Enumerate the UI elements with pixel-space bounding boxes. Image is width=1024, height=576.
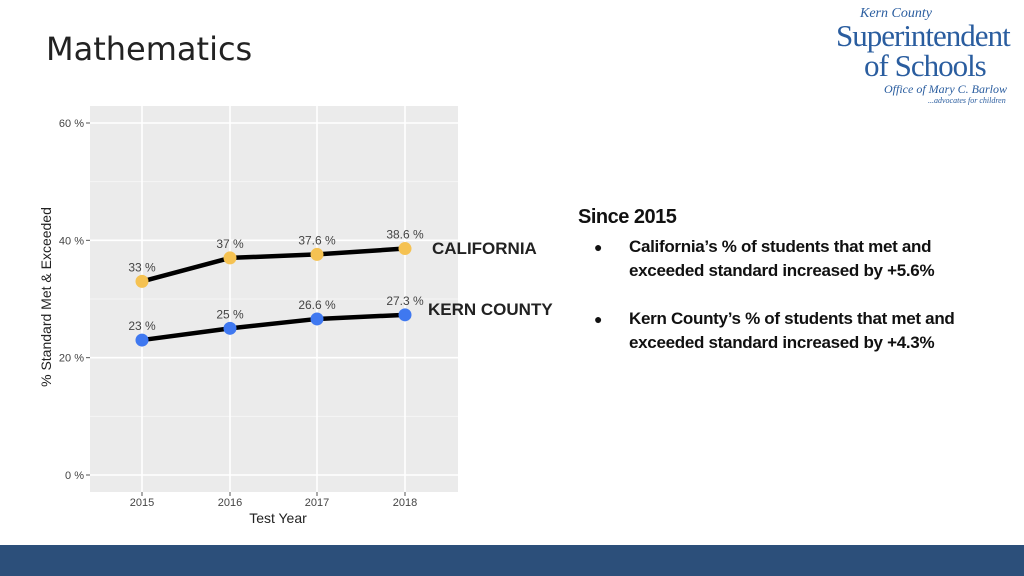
kcsos-logo: Kern County Superintendent of Schools Of… bbox=[836, 4, 1014, 108]
footer-bar bbox=[0, 545, 1024, 576]
data-label: 26.6 % bbox=[298, 298, 336, 312]
data-label: 37.6 % bbox=[298, 233, 336, 247]
data-point bbox=[223, 251, 237, 265]
note-text: Kern County’s % of students that met and… bbox=[629, 309, 955, 352]
logo-line-tagline: ...advocates for children bbox=[928, 96, 1006, 105]
data-label: 25 % bbox=[216, 307, 244, 321]
data-point bbox=[398, 308, 412, 322]
data-point bbox=[135, 274, 149, 288]
y-axis-label: % Standard Met & Exceeded bbox=[38, 207, 54, 387]
x-tick-label: 2016 bbox=[218, 497, 242, 509]
logo-line-of-schools: of Schools bbox=[864, 48, 987, 83]
data-point bbox=[398, 242, 412, 256]
series-label-kern-county: KERN COUNTY bbox=[428, 300, 553, 319]
data-label: 23 % bbox=[128, 319, 156, 333]
x-tick-label: 2015 bbox=[130, 497, 154, 509]
series-line-1 bbox=[141, 312, 406, 343]
list-item: ● Kern County’s % of students that met a… bbox=[578, 307, 1008, 355]
y-tick-label: 40 % bbox=[59, 235, 84, 247]
bullet-icon: ● bbox=[594, 311, 603, 327]
y-tick-label: 0 % bbox=[65, 470, 84, 482]
summary-notes: Since 2015 ● California’s % of students … bbox=[578, 206, 1008, 379]
page-title: Mathematics bbox=[46, 30, 253, 68]
y-tick-label: 60 % bbox=[59, 118, 84, 130]
data-label: 27.3 % bbox=[386, 294, 424, 308]
line-chart: 0 % 20 % 40 % 60 % 2015 2016 2017 2018 Test Year… bbox=[38, 106, 458, 526]
data-label: 37 % bbox=[216, 237, 244, 251]
logo-line-superintendent: Superintendent bbox=[836, 18, 1011, 53]
x-axis-label: Test Year bbox=[249, 510, 307, 526]
data-point bbox=[310, 247, 324, 261]
y-tick-label: 20 % bbox=[59, 353, 84, 365]
bullet-icon: ● bbox=[594, 239, 603, 255]
notes-list: ● California’s % of students that met an… bbox=[578, 235, 1008, 355]
note-text: California’s % of students that met and … bbox=[629, 237, 935, 280]
data-point bbox=[223, 321, 237, 335]
x-tick-label: 2017 bbox=[305, 497, 329, 509]
notes-heading: Since 2015 bbox=[578, 206, 677, 228]
logo-line-office: Office of Mary C. Barlow bbox=[884, 82, 1007, 96]
series-line-0 bbox=[141, 246, 406, 284]
data-label: 38.6 % bbox=[386, 228, 424, 242]
list-item: ● California’s % of students that met an… bbox=[578, 235, 1008, 283]
x-tick-label: 2018 bbox=[393, 497, 417, 509]
logo-line-kern-county: Kern County bbox=[860, 6, 932, 21]
data-point bbox=[135, 333, 149, 347]
data-label: 33 % bbox=[128, 260, 156, 274]
series-label-california: CALIFORNIA bbox=[432, 239, 537, 258]
data-point bbox=[310, 312, 324, 326]
